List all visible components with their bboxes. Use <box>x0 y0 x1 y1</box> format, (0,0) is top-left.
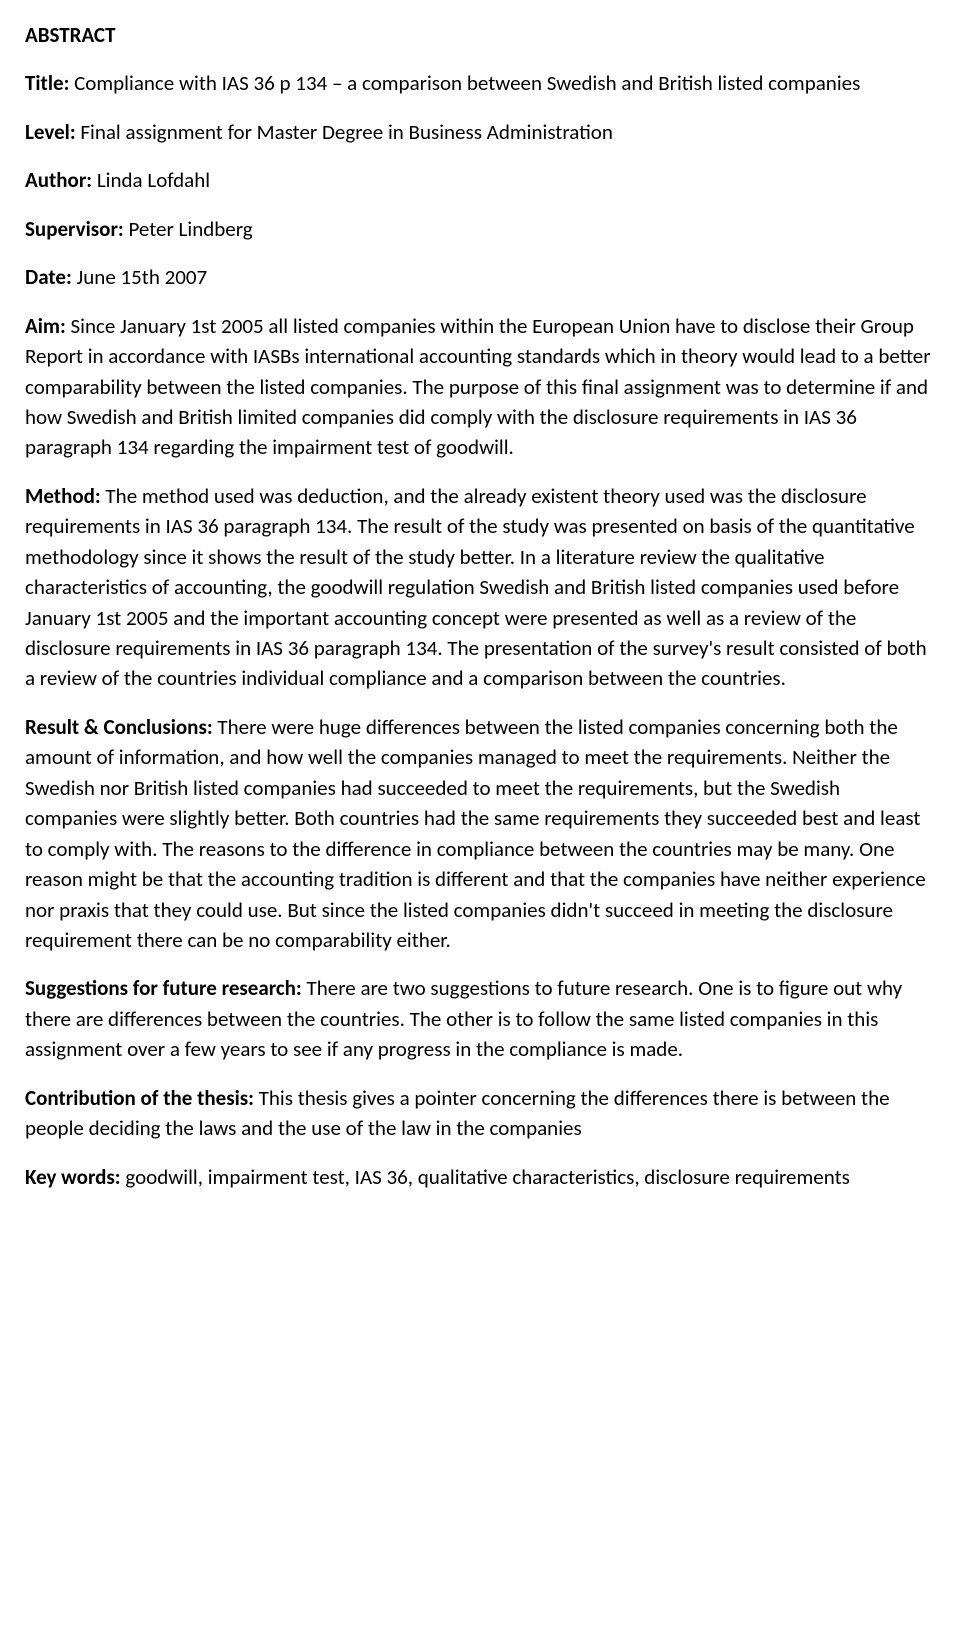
author-text: Linda Lofdahl <box>92 167 210 193</box>
aim-block: Aim: Since January 1st 2005 all listed c… <box>25 311 935 463</box>
date-text: June 15th 2007 <box>72 264 207 290</box>
abstract-heading: ABSTRACT <box>25 20 935 50</box>
keywords-label: Key words: <box>25 1164 121 1190</box>
result-text: There were huge differences between the … <box>25 714 926 953</box>
aim-text: Since January 1st 2005 all listed compan… <box>25 313 931 461</box>
title-block: Title: Compliance with IAS 36 p 134 – a … <box>25 68 935 98</box>
method-label: Method: <box>25 483 101 509</box>
suggestions-label: Suggestions for future research: <box>25 975 302 1001</box>
author-label: Author: <box>25 167 92 193</box>
level-block: Level: Final assignment for Master Degre… <box>25 117 935 147</box>
title-label: Title: <box>25 70 69 96</box>
contribution-label: Contribution of the thesis: <box>25 1085 254 1111</box>
title-text: Compliance with IAS 36 p 134 – a compari… <box>69 70 860 96</box>
level-text: Final assignment for Master Degree in Bu… <box>76 119 613 145</box>
level-label: Level: <box>25 119 76 145</box>
supervisor-block: Supervisor: Peter Lindberg <box>25 214 935 244</box>
result-block: Result & Conclusions: There were huge di… <box>25 712 935 956</box>
suggestions-block: Suggestions for future research: There a… <box>25 973 935 1064</box>
aim-label: Aim: <box>25 313 66 339</box>
method-block: Method: The method used was deduction, a… <box>25 481 935 694</box>
date-block: Date: June 15th 2007 <box>25 262 935 292</box>
keywords-text: goodwill, impairment test, IAS 36, quali… <box>121 1164 850 1190</box>
author-block: Author: Linda Lofdahl <box>25 165 935 195</box>
supervisor-label: Supervisor: <box>25 216 124 242</box>
method-text: The method used was deduction, and the a… <box>25 483 927 692</box>
date-label: Date: <box>25 264 72 290</box>
keywords-block: Key words: goodwill, impairment test, IA… <box>25 1162 935 1192</box>
contribution-block: Contribution of the thesis: This thesis … <box>25 1083 935 1144</box>
supervisor-text: Peter Lindberg <box>124 216 253 242</box>
result-label: Result & Conclusions: <box>25 714 213 740</box>
